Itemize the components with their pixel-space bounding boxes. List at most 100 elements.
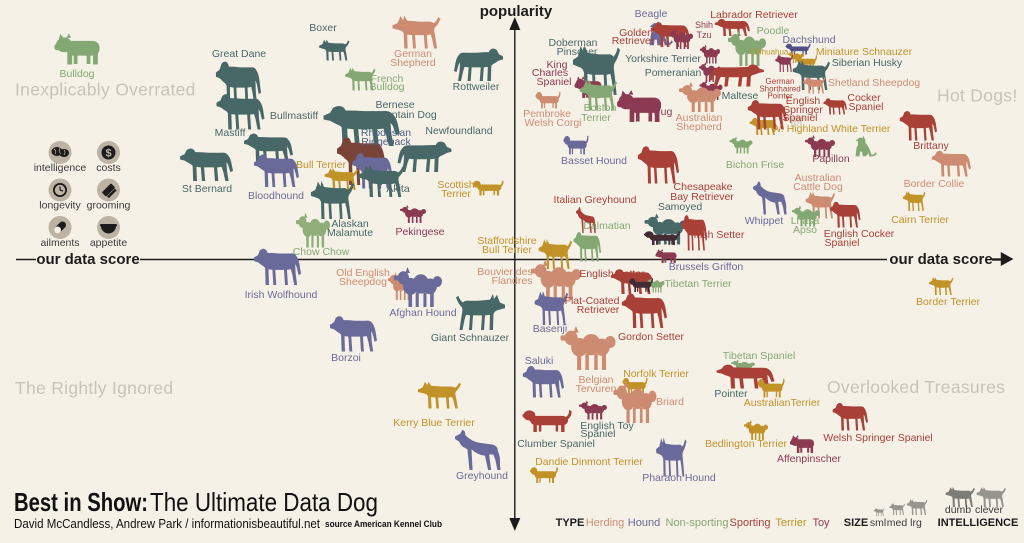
svg-text:med: med xyxy=(887,517,908,529)
svg-text:longevity: longevity xyxy=(39,200,81,212)
svg-text:source American Kennel Club: source American Kennel Club xyxy=(325,519,442,529)
svg-text:Whippet: Whippet xyxy=(745,215,784,227)
svg-text:Pharaoh Hound: Pharaoh Hound xyxy=(642,472,716,484)
svg-text:Borzoi: Borzoi xyxy=(331,352,361,364)
svg-text:Affenpinscher: Affenpinscher xyxy=(777,453,842,465)
svg-text:Scottish: Scottish xyxy=(437,179,475,191)
svg-text:Bull Terrier: Bull Terrier xyxy=(482,244,532,256)
svg-text:Best in Show:: Best in Show: xyxy=(14,487,148,517)
svg-text:popularity: popularity xyxy=(480,3,553,20)
svg-text:Rhodesian: Rhodesian xyxy=(361,127,411,139)
svg-text:W. Highland White Terrier: W. Highland White Terrier xyxy=(772,123,891,135)
svg-text:Apso: Apso xyxy=(793,224,817,236)
svg-text:Pomeranian: Pomeranian xyxy=(645,67,702,79)
svg-text:Pekingese: Pekingese xyxy=(395,226,444,238)
svg-text:Samoyed: Samoyed xyxy=(658,201,703,213)
svg-text:Sporting: Sporting xyxy=(730,517,771,529)
svg-text:King: King xyxy=(546,59,567,71)
svg-text:Inexplicably Overrated: Inexplicably Overrated xyxy=(15,80,196,100)
svg-text:Shepherd: Shepherd xyxy=(676,121,722,133)
svg-text:clever: clever xyxy=(975,504,1004,516)
svg-text:Border Collie: Border Collie xyxy=(904,178,965,190)
svg-text:Bichon Frise: Bichon Frise xyxy=(726,159,785,171)
svg-text:Papillon: Papillon xyxy=(812,153,850,165)
svg-text:Spaniel: Spaniel xyxy=(536,76,571,88)
svg-text:$: $ xyxy=(105,148,111,160)
svg-text:Non-sporting: Non-sporting xyxy=(666,517,729,529)
svg-text:dumb: dumb xyxy=(945,504,971,516)
svg-text:Bernese: Bernese xyxy=(375,99,414,111)
svg-text:Yorkshire Terrier: Yorkshire Terrier xyxy=(625,53,701,65)
svg-text:Basenji: Basenji xyxy=(533,323,567,335)
svg-text:Overlooked Treasures: Overlooked Treasures xyxy=(827,377,1005,397)
svg-text:Shetland Sheepdog: Shetland Sheepdog xyxy=(828,77,920,89)
svg-text:Beagle: Beagle xyxy=(635,8,668,20)
svg-text:English Toy: English Toy xyxy=(580,420,634,432)
svg-text:lrg: lrg xyxy=(910,517,922,529)
svg-text:Pembroke: Pembroke xyxy=(523,108,571,120)
svg-text:German: German xyxy=(766,77,795,86)
svg-text:Bulldog: Bulldog xyxy=(369,81,404,93)
svg-text:costs: costs xyxy=(96,162,121,174)
svg-text:Tzu: Tzu xyxy=(696,30,711,40)
svg-text:Flat-Coated: Flat-Coated xyxy=(565,295,620,307)
svg-text:Akita: Akita xyxy=(386,183,410,195)
svg-text:Lhasa: Lhasa xyxy=(791,215,820,227)
svg-text:Greyhound: Greyhound xyxy=(456,470,508,482)
svg-text:Kerry Blue Terrier: Kerry Blue Terrier xyxy=(393,417,475,429)
svg-text:Spaniel: Spaniel xyxy=(824,237,859,249)
svg-text:The Rightly Ignored: The Rightly Ignored xyxy=(15,378,173,398)
svg-text:Tibetan Terrier: Tibetan Terrier xyxy=(664,278,732,290)
svg-text:Irish Wolfhound: Irish Wolfhound xyxy=(245,289,318,301)
svg-text:Chow Chow: Chow Chow xyxy=(293,246,350,258)
svg-text:Rottweiler: Rottweiler xyxy=(453,81,500,93)
svg-text:Belgian: Belgian xyxy=(578,374,613,386)
svg-text:Terrier: Terrier xyxy=(775,517,807,529)
svg-text:Malamute: Malamute xyxy=(327,227,373,239)
svg-text:Sheepdog: Sheepdog xyxy=(339,276,387,288)
svg-text:Alaskan: Alaskan xyxy=(331,218,369,230)
svg-text:Shorthaired: Shorthaired xyxy=(759,85,800,94)
svg-text:Bedlington Terrier: Bedlington Terrier xyxy=(705,438,788,450)
svg-text:Doberman: Doberman xyxy=(548,37,597,49)
svg-text:Staffordshire: Staffordshire xyxy=(477,235,536,247)
svg-text:Golden: Golden xyxy=(619,27,653,39)
svg-text:AustralianTerrier: AustralianTerrier xyxy=(744,397,821,409)
svg-text:English Cocker: English Cocker xyxy=(824,228,895,240)
svg-text:Border Terrier: Border Terrier xyxy=(916,296,980,308)
svg-text:Bouvier des: Bouvier des xyxy=(477,266,532,278)
svg-text:Bullmastiff: Bullmastiff xyxy=(270,110,318,122)
svg-text:Terrier: Terrier xyxy=(441,188,471,200)
svg-text:Terrier: Terrier xyxy=(581,112,611,124)
svg-text:Hound: Hound xyxy=(628,517,660,529)
svg-text:Miniature Schnauzer: Miniature Schnauzer xyxy=(816,46,913,58)
svg-text:Clumber Spaniel: Clumber Spaniel xyxy=(517,438,595,450)
svg-text:English: English xyxy=(786,95,821,107)
svg-text:Newfoundland: Newfoundland xyxy=(425,125,492,137)
svg-text:Retriever: Retriever xyxy=(612,35,655,47)
svg-text:Toy: Toy xyxy=(812,517,830,529)
svg-text:Basset Hound: Basset Hound xyxy=(561,155,627,167)
svg-text:Brussels Griffon: Brussels Griffon xyxy=(669,261,744,273)
svg-text:Pointer: Pointer xyxy=(767,92,793,101)
svg-text:Dandie Dinmont Terrier: Dandie Dinmont Terrier xyxy=(535,456,643,468)
svg-text:Tibetan Spaniel: Tibetan Spaniel xyxy=(723,350,796,362)
svg-text:ailments: ailments xyxy=(40,237,79,249)
svg-text:Pointer: Pointer xyxy=(714,388,748,400)
svg-text:Mountain Dog: Mountain Dog xyxy=(371,109,437,121)
svg-text:Gordon Setter: Gordon Setter xyxy=(618,331,684,343)
svg-text:Labrador Retriever: Labrador Retriever xyxy=(710,9,798,21)
svg-text:Italian Greyhound: Italian Greyhound xyxy=(554,194,637,206)
svg-text:Spaniel: Spaniel xyxy=(580,428,615,440)
svg-text:Saluki: Saluki xyxy=(525,355,554,367)
svg-text:our data score: our data score xyxy=(889,251,992,268)
svg-text:French: French xyxy=(371,73,404,85)
svg-text:St Bernard: St Bernard xyxy=(182,183,232,195)
svg-text:Brittany: Brittany xyxy=(913,140,949,152)
svg-text:Retriever: Retriever xyxy=(577,304,620,316)
svg-text:Spaniel: Spaniel xyxy=(848,101,883,113)
svg-text:Briard: Briard xyxy=(656,396,684,408)
svg-text:grooming: grooming xyxy=(87,200,131,212)
svg-text:Welsh Springer Spaniel: Welsh Springer Spaniel xyxy=(823,432,933,444)
svg-text:Cocker: Cocker xyxy=(847,92,881,104)
